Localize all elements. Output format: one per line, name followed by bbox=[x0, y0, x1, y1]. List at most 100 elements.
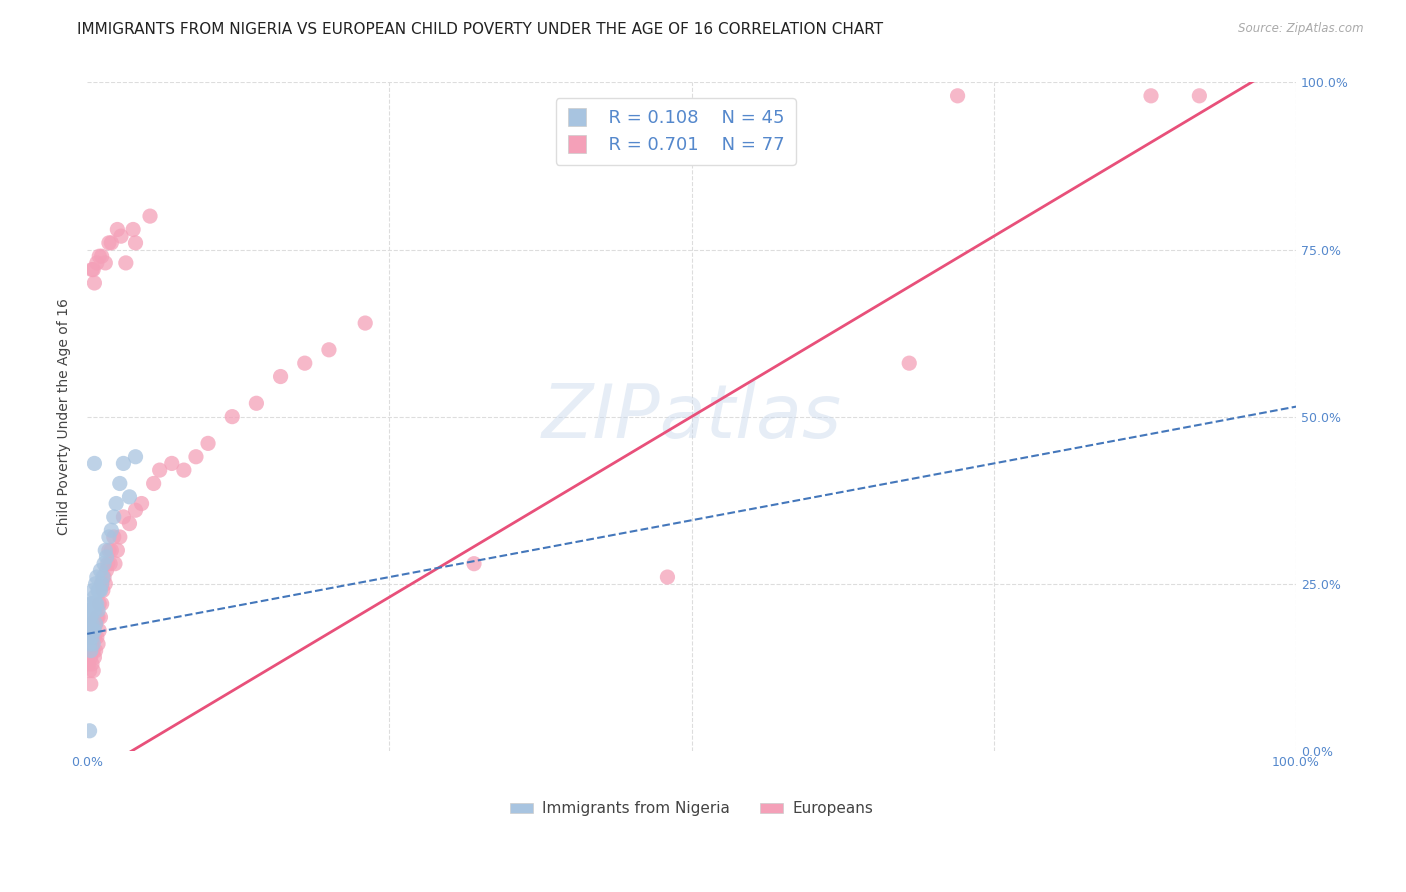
Point bbox=[657, 570, 679, 584]
Point bbox=[80, 650, 103, 665]
Point bbox=[84, 597, 107, 611]
Point bbox=[82, 262, 104, 277]
Point bbox=[118, 516, 141, 531]
Point bbox=[463, 557, 485, 571]
Point bbox=[84, 643, 107, 657]
Point bbox=[80, 630, 103, 644]
Point bbox=[83, 624, 105, 638]
Point bbox=[93, 557, 115, 571]
Point bbox=[108, 530, 131, 544]
Text: Source: ZipAtlas.com: Source: ZipAtlas.com bbox=[1239, 22, 1364, 36]
Point bbox=[100, 543, 122, 558]
Point bbox=[946, 88, 969, 103]
Point bbox=[221, 409, 243, 424]
Point bbox=[80, 262, 103, 277]
Point bbox=[97, 543, 120, 558]
Text: ZIPatlas: ZIPatlas bbox=[541, 381, 842, 452]
Y-axis label: Child Poverty Under the Age of 16: Child Poverty Under the Age of 16 bbox=[58, 298, 72, 535]
Point bbox=[84, 576, 107, 591]
Point bbox=[77, 603, 100, 617]
Point bbox=[86, 256, 108, 270]
Point bbox=[80, 597, 103, 611]
Point bbox=[89, 563, 111, 577]
Point bbox=[82, 637, 104, 651]
Point bbox=[197, 436, 219, 450]
Point bbox=[173, 463, 195, 477]
Point bbox=[105, 496, 128, 510]
Point bbox=[318, 343, 340, 357]
Point bbox=[82, 603, 104, 617]
Point bbox=[79, 637, 101, 651]
Point bbox=[124, 503, 146, 517]
Point bbox=[87, 610, 110, 624]
Point bbox=[80, 624, 103, 638]
Point bbox=[94, 576, 117, 591]
Point bbox=[79, 624, 101, 638]
Point bbox=[83, 590, 105, 604]
Point bbox=[1140, 88, 1163, 103]
Point bbox=[80, 657, 103, 671]
Point bbox=[89, 249, 111, 263]
Point bbox=[96, 563, 118, 577]
Point bbox=[80, 637, 103, 651]
Point bbox=[80, 616, 103, 631]
Point bbox=[94, 543, 117, 558]
Point bbox=[160, 457, 183, 471]
Point bbox=[89, 583, 111, 598]
Point bbox=[84, 616, 107, 631]
Point bbox=[80, 616, 103, 631]
Text: IMMIGRANTS FROM NIGERIA VS EUROPEAN CHILD POVERTY UNDER THE AGE OF 16 CORRELATIO: IMMIGRANTS FROM NIGERIA VS EUROPEAN CHIL… bbox=[77, 22, 883, 37]
Point bbox=[131, 496, 153, 510]
Point bbox=[83, 603, 105, 617]
Point bbox=[100, 235, 122, 250]
Point bbox=[82, 664, 104, 678]
Point bbox=[80, 643, 103, 657]
Point bbox=[354, 316, 377, 330]
Point bbox=[91, 570, 114, 584]
Point bbox=[86, 610, 108, 624]
Point bbox=[245, 396, 267, 410]
Point bbox=[112, 457, 135, 471]
Point bbox=[898, 356, 921, 370]
Point bbox=[79, 723, 101, 738]
Point bbox=[82, 643, 104, 657]
Point bbox=[87, 603, 110, 617]
Point bbox=[80, 610, 103, 624]
Point bbox=[80, 677, 103, 691]
Point bbox=[98, 557, 121, 571]
Point bbox=[149, 463, 172, 477]
Point bbox=[83, 650, 105, 665]
Point bbox=[103, 509, 125, 524]
Point bbox=[96, 549, 118, 564]
Point bbox=[77, 616, 100, 631]
Point bbox=[83, 276, 105, 290]
Point bbox=[79, 624, 101, 638]
Point bbox=[82, 624, 104, 638]
Point bbox=[124, 450, 146, 464]
Point bbox=[93, 570, 115, 584]
Point bbox=[77, 657, 100, 671]
Point bbox=[77, 630, 100, 644]
Point bbox=[87, 637, 110, 651]
Point bbox=[90, 249, 112, 263]
Point bbox=[90, 597, 112, 611]
Point bbox=[105, 543, 128, 558]
Point bbox=[89, 597, 111, 611]
Point bbox=[118, 490, 141, 504]
Point bbox=[100, 523, 122, 537]
Point bbox=[124, 235, 146, 250]
Point bbox=[86, 570, 108, 584]
Point bbox=[80, 630, 103, 644]
Point bbox=[139, 209, 162, 223]
Point bbox=[112, 509, 135, 524]
Point bbox=[79, 637, 101, 651]
Point bbox=[97, 530, 120, 544]
Point bbox=[105, 222, 128, 236]
Point bbox=[82, 624, 104, 638]
Point bbox=[97, 235, 120, 250]
Point bbox=[142, 476, 165, 491]
Point bbox=[89, 583, 111, 598]
Point bbox=[89, 610, 111, 624]
Point bbox=[294, 356, 316, 370]
Point bbox=[77, 643, 100, 657]
